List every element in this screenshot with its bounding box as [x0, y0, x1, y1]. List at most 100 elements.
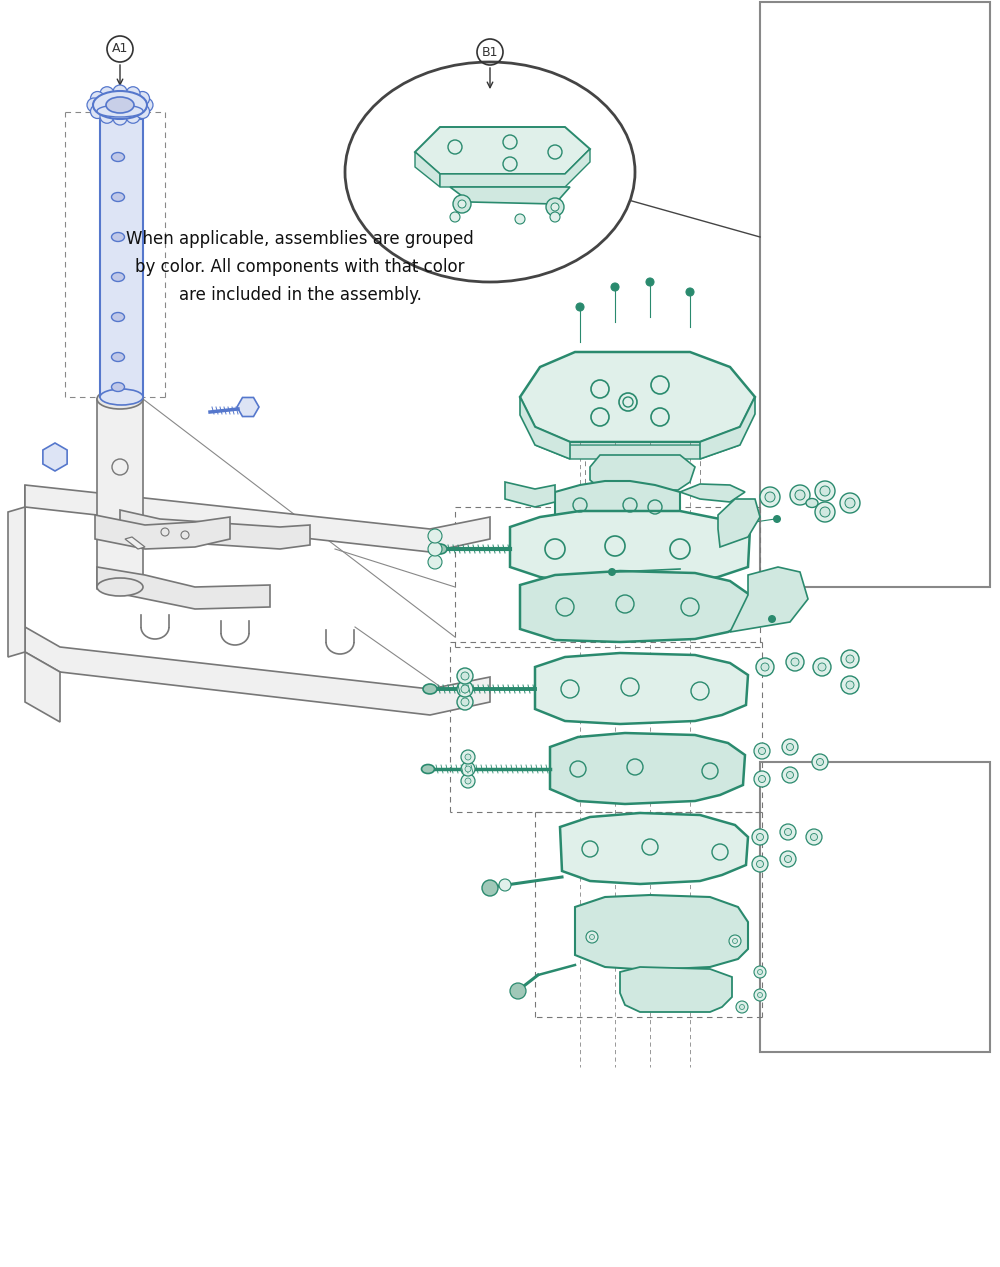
Circle shape	[499, 879, 511, 891]
Circle shape	[846, 655, 854, 663]
Circle shape	[760, 487, 780, 507]
Polygon shape	[450, 188, 570, 204]
Circle shape	[784, 855, 792, 863]
Polygon shape	[25, 485, 490, 552]
Circle shape	[815, 481, 835, 500]
Circle shape	[754, 965, 766, 978]
Circle shape	[759, 748, 766, 755]
Circle shape	[752, 856, 768, 872]
Circle shape	[428, 530, 442, 544]
Circle shape	[458, 200, 466, 208]
Polygon shape	[520, 352, 755, 442]
Circle shape	[510, 983, 526, 998]
Circle shape	[773, 514, 781, 523]
Circle shape	[126, 86, 140, 101]
Circle shape	[846, 680, 854, 689]
Circle shape	[450, 212, 460, 222]
Circle shape	[729, 935, 741, 946]
Circle shape	[90, 91, 104, 105]
Circle shape	[465, 767, 471, 772]
Circle shape	[461, 750, 475, 764]
Circle shape	[784, 829, 792, 835]
Circle shape	[482, 881, 498, 896]
Circle shape	[461, 774, 475, 788]
Text: A1: A1	[112, 43, 128, 56]
Circle shape	[757, 860, 764, 868]
Ellipse shape	[97, 105, 143, 117]
Ellipse shape	[106, 98, 134, 113]
Circle shape	[686, 288, 694, 296]
Polygon shape	[125, 537, 145, 549]
Circle shape	[782, 767, 798, 783]
Circle shape	[840, 493, 860, 513]
Circle shape	[586, 931, 598, 943]
Ellipse shape	[112, 313, 124, 322]
Circle shape	[457, 694, 473, 710]
Circle shape	[646, 277, 654, 286]
Circle shape	[806, 829, 822, 845]
Circle shape	[576, 303, 584, 310]
Polygon shape	[95, 514, 230, 549]
Circle shape	[791, 658, 799, 666]
Circle shape	[790, 485, 810, 506]
Circle shape	[754, 742, 770, 759]
Circle shape	[820, 507, 830, 517]
Polygon shape	[505, 481, 555, 507]
Polygon shape	[520, 571, 750, 642]
Circle shape	[100, 109, 114, 123]
Circle shape	[136, 104, 150, 119]
Circle shape	[768, 614, 776, 623]
Ellipse shape	[806, 498, 818, 508]
Circle shape	[752, 829, 768, 845]
Polygon shape	[700, 397, 755, 459]
Circle shape	[765, 492, 775, 502]
Polygon shape	[535, 445, 740, 459]
Polygon shape	[25, 485, 490, 715]
Text: When applicable, assemblies are grouped
by color. All components with that color: When applicable, assemblies are grouped …	[126, 231, 474, 304]
Circle shape	[90, 104, 104, 119]
Circle shape	[611, 283, 619, 291]
Polygon shape	[8, 507, 25, 658]
Circle shape	[813, 658, 831, 677]
Circle shape	[457, 680, 473, 697]
Circle shape	[453, 195, 471, 213]
Polygon shape	[680, 484, 745, 502]
Ellipse shape	[112, 272, 124, 281]
Ellipse shape	[93, 91, 147, 119]
Ellipse shape	[97, 578, 143, 595]
Ellipse shape	[422, 764, 434, 773]
Polygon shape	[120, 511, 310, 549]
Ellipse shape	[100, 389, 143, 405]
Ellipse shape	[112, 152, 124, 161]
Ellipse shape	[423, 684, 437, 694]
Circle shape	[812, 754, 828, 770]
Circle shape	[795, 490, 805, 500]
Circle shape	[126, 109, 140, 123]
Circle shape	[841, 650, 859, 668]
Circle shape	[758, 969, 763, 974]
Circle shape	[461, 761, 475, 775]
Circle shape	[754, 990, 766, 1001]
Ellipse shape	[112, 233, 124, 242]
Text: B1: B1	[482, 46, 498, 58]
Circle shape	[550, 212, 560, 222]
Circle shape	[759, 775, 766, 783]
Polygon shape	[590, 455, 695, 490]
Circle shape	[461, 698, 469, 706]
Circle shape	[428, 555, 442, 569]
Polygon shape	[555, 481, 680, 526]
Circle shape	[757, 834, 764, 840]
Ellipse shape	[112, 383, 124, 392]
Circle shape	[786, 772, 794, 778]
Polygon shape	[620, 967, 732, 1012]
Ellipse shape	[433, 544, 447, 554]
Polygon shape	[415, 152, 440, 188]
Circle shape	[465, 778, 471, 784]
Circle shape	[786, 653, 804, 672]
Circle shape	[810, 834, 818, 840]
Bar	[100, 119, 143, 397]
Bar	[760, 761, 990, 1052]
Circle shape	[845, 498, 855, 508]
Circle shape	[590, 935, 594, 940]
Polygon shape	[440, 150, 590, 188]
